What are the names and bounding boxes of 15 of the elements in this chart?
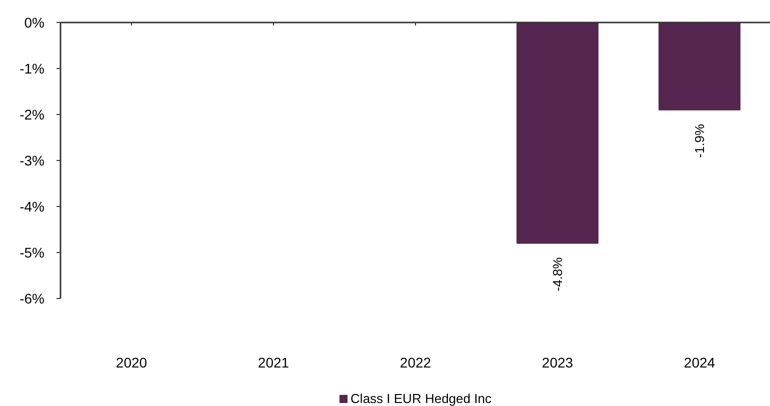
y-tick-label: 0% <box>24 14 44 30</box>
y-tick-label: -1% <box>20 60 45 76</box>
y-tick-label: -4% <box>20 198 45 214</box>
y-tick-label: -2% <box>20 106 45 122</box>
x-tick-label: 2023 <box>542 354 574 370</box>
x-tick-label: 2022 <box>400 354 432 370</box>
x-tick-label: 2024 <box>684 354 716 370</box>
data-label: -4.8% <box>550 256 565 292</box>
y-tick-label: -6% <box>20 290 45 306</box>
x-tick-label: 2020 <box>116 354 148 370</box>
legend-label: Class I EUR Hedged Inc <box>350 391 492 406</box>
x-tick-label: 2021 <box>258 354 290 370</box>
y-tick-label: -3% <box>20 152 45 168</box>
y-tick-label: -5% <box>20 244 45 260</box>
data-label: -1.9% <box>692 123 707 158</box>
